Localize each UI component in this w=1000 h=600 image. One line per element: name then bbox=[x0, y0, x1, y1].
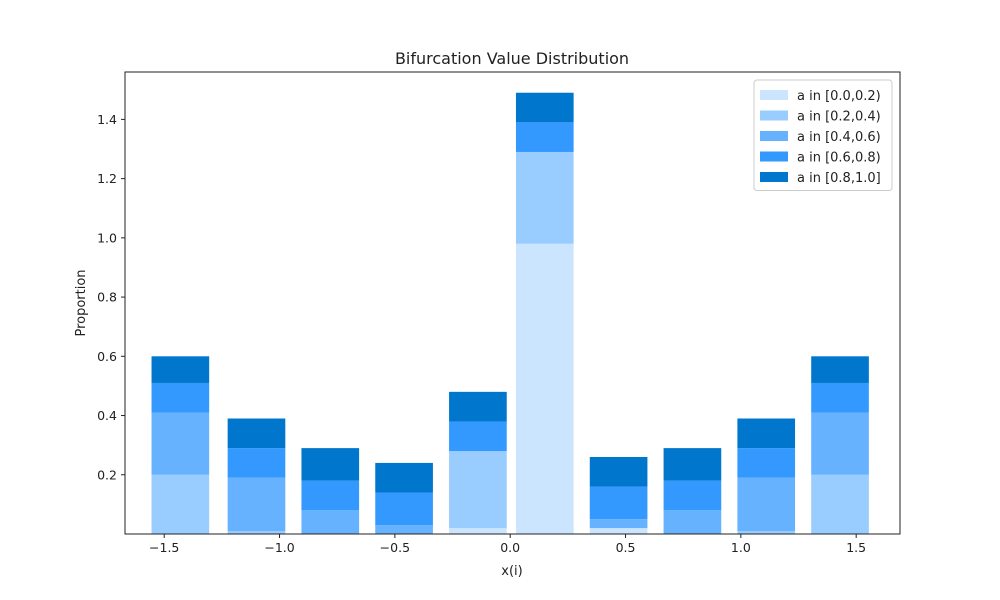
bar-segment bbox=[151, 382, 210, 413]
bar-segment bbox=[301, 448, 360, 481]
legend-box bbox=[753, 79, 893, 191]
bar-segment bbox=[811, 474, 869, 534]
x-tick-label: 1.5 bbox=[846, 540, 866, 555]
bar-segment bbox=[301, 510, 360, 534]
bar-segment bbox=[375, 492, 433, 526]
chart-title: Bifurcation Value Distribution bbox=[395, 49, 629, 68]
bar-segment bbox=[151, 412, 210, 475]
bar-segment bbox=[449, 421, 507, 452]
bar-segment bbox=[301, 480, 360, 511]
bar-segment bbox=[449, 528, 507, 534]
x-tick-label: 0.5 bbox=[616, 540, 636, 555]
legend: a in [0.0,0.2) a in [0.2,0.4) a in [0.4,0.… bbox=[753, 79, 893, 191]
bar-segment bbox=[375, 462, 433, 493]
legend-swatch bbox=[760, 172, 788, 182]
bar-segment bbox=[227, 477, 286, 532]
y-tick-label: 1.2 bbox=[97, 171, 117, 186]
bar-segment bbox=[589, 486, 648, 520]
x-tick-label: 1.0 bbox=[731, 540, 751, 555]
bar-segment bbox=[515, 243, 574, 534]
legend-swatch bbox=[760, 151, 788, 162]
bar-segment bbox=[737, 477, 796, 532]
bar-segment bbox=[663, 510, 722, 534]
bar-segment bbox=[151, 474, 210, 534]
bar-segment bbox=[515, 92, 574, 123]
plot-frame bbox=[124, 71, 901, 535]
y-tick-label: 1.0 bbox=[97, 230, 117, 245]
bar-segment bbox=[811, 356, 869, 383]
legend-swatch bbox=[760, 90, 788, 100]
bar-segment bbox=[227, 418, 286, 449]
y-axis: 0.2 0.4 0.6 0.8 1.0 1.2 1.4 bbox=[97, 112, 125, 482]
x-tick-label: −1.0 bbox=[264, 540, 294, 555]
x-axis-label: x(i) bbox=[501, 564, 522, 579]
x-axis: −1.5 −1.0 −0.5 0.0 0.5 1.0 1.5 bbox=[149, 534, 866, 555]
y-tick-label: 1.4 bbox=[97, 112, 117, 127]
bar-segment bbox=[589, 528, 648, 534]
x-tick-label: 0.0 bbox=[500, 540, 520, 555]
bar-segment bbox=[663, 448, 722, 481]
y-tick-label: 0.8 bbox=[97, 290, 117, 305]
bar-segment bbox=[515, 151, 574, 244]
bar-segment bbox=[811, 412, 869, 475]
bar-segment bbox=[227, 448, 286, 478]
legend-label: a in [0.8,1.0] bbox=[797, 171, 881, 186]
bar-segment bbox=[737, 531, 796, 534]
bar-segment bbox=[589, 519, 648, 529]
legend-swatch bbox=[760, 131, 788, 141]
bar-segment bbox=[449, 391, 507, 422]
bar-segment bbox=[151, 356, 210, 383]
x-tick-label: −1.5 bbox=[149, 540, 179, 555]
bar-segment bbox=[515, 122, 574, 152]
bar-segment bbox=[589, 457, 648, 487]
bar-segment bbox=[375, 525, 433, 534]
legend-label: a in [0.2,0.4) bbox=[797, 110, 881, 125]
y-tick-label: 0.6 bbox=[97, 349, 117, 364]
y-tick-label: 0.2 bbox=[97, 467, 117, 482]
legend-label: a in [0.6,0.8) bbox=[797, 151, 881, 166]
bar-segment bbox=[811, 382, 869, 413]
bar-segment bbox=[227, 531, 286, 534]
bar-segment bbox=[663, 480, 722, 511]
legend-swatch bbox=[760, 110, 788, 121]
y-axis-label: Proportion bbox=[74, 269, 89, 336]
bar-segment bbox=[449, 451, 507, 529]
x-tick-label: −0.5 bbox=[380, 540, 410, 555]
y-tick-label: 0.4 bbox=[97, 408, 117, 423]
bar-segment bbox=[737, 418, 796, 449]
bar-segment bbox=[737, 448, 796, 478]
legend-label: a in [0.4,0.6) bbox=[797, 130, 881, 145]
legend-label: a in [0.0,0.2) bbox=[797, 89, 881, 104]
bars-layer bbox=[151, 92, 869, 534]
